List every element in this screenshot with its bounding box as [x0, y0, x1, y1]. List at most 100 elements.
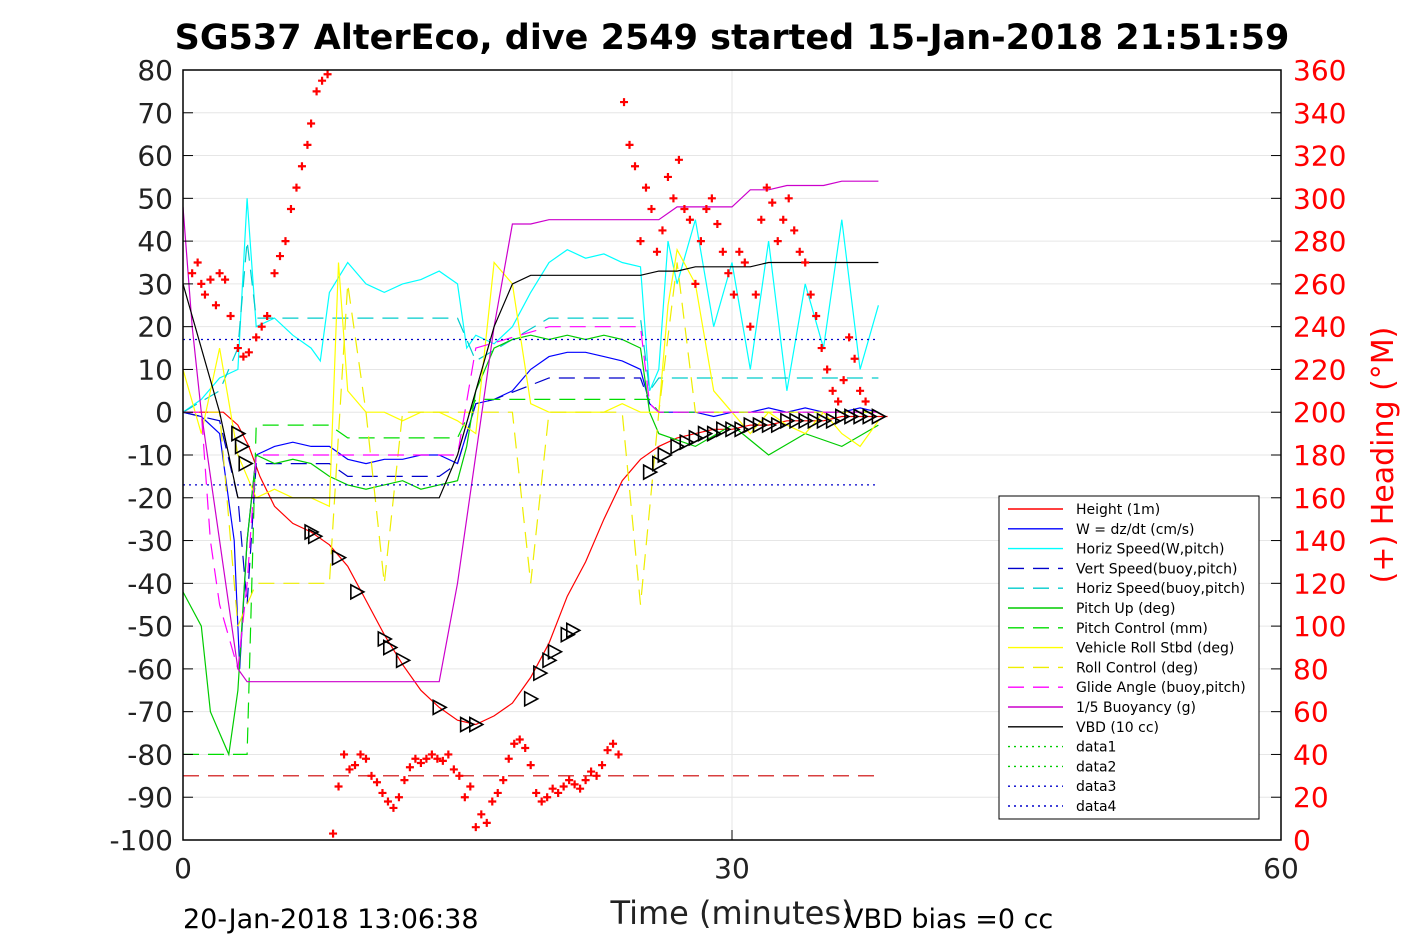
depth-marker	[657, 446, 673, 464]
y-tick-label: 20	[137, 311, 173, 344]
depth-marker	[238, 455, 254, 472]
legend-label: data2	[1076, 759, 1116, 775]
depth-marker	[234, 438, 251, 455]
right-tick-label: 280	[1293, 225, 1346, 258]
right-tick-label: 200	[1293, 396, 1346, 429]
depth-marker	[350, 583, 366, 601]
y-tick-label: -60	[127, 653, 173, 686]
right-tick-label: 180	[1293, 439, 1346, 472]
depth-marker	[523, 690, 540, 708]
heading-point	[625, 140, 634, 149]
heading-point	[221, 275, 230, 284]
depth-marker	[844, 408, 860, 425]
legend-label: Horiz Speed(buoy,pitch)	[1076, 581, 1245, 597]
depth-marker	[307, 527, 324, 545]
heading-point	[292, 183, 301, 192]
depth-marker	[547, 643, 564, 661]
heading-point	[663, 172, 672, 181]
y-tick-label: -20	[127, 482, 173, 515]
depth-marker	[835, 408, 851, 425]
heading-point	[707, 194, 716, 203]
heading-point	[614, 750, 623, 759]
heading-point	[817, 344, 826, 353]
heading-point	[559, 782, 568, 791]
heading-point	[438, 756, 447, 765]
heading-point	[592, 771, 601, 780]
heading-point	[378, 788, 387, 797]
heading-point	[400, 776, 409, 785]
y-tick-label: -40	[127, 567, 173, 600]
depth-marker	[565, 622, 582, 639]
depth-marker	[697, 425, 714, 442]
left-axis: 80 70 60 50 40 30 20 10 0 -10 -20 -30 -40 -50 -60 -70 -8…	[109, 54, 193, 857]
y-tick-label: 40	[137, 225, 173, 258]
x-tick-label: 30	[714, 852, 750, 885]
heading-point	[433, 754, 442, 763]
legend-label: Vehicle Roll Stbd (deg)	[1076, 641, 1234, 657]
series-line-pitch_ctl	[183, 398, 879, 756]
depth-marker	[231, 425, 247, 442]
heading-point	[609, 739, 618, 748]
heading-point	[685, 215, 694, 224]
heading-point	[603, 746, 612, 755]
heading-point	[323, 70, 332, 79]
heading-point	[757, 215, 766, 224]
heading-point	[206, 275, 215, 284]
heading-point	[200, 290, 209, 299]
heading-point	[724, 269, 733, 278]
depth-marker	[825, 412, 842, 430]
legend-label: W = dz/dt (cm/s)	[1076, 522, 1195, 538]
heading-point	[845, 333, 854, 342]
heading-point	[784, 194, 793, 203]
heading-point	[312, 87, 321, 96]
heading-point	[828, 386, 837, 395]
depth-marker	[816, 412, 833, 430]
x-axis-label: Time (minutes)	[610, 894, 854, 932]
heading-point	[839, 376, 848, 385]
heading-point	[795, 247, 804, 256]
right-tick-label: 360	[1293, 54, 1346, 87]
heading-point	[233, 344, 242, 353]
heading-point	[554, 788, 563, 797]
y-tick-label: 0	[155, 396, 173, 429]
heading-point	[696, 237, 705, 246]
heading-point	[647, 205, 656, 214]
depth-marker	[542, 651, 558, 669]
depth-marker	[688, 429, 705, 447]
heading-point	[244, 348, 253, 357]
heading-point	[532, 788, 541, 797]
heading-point	[548, 784, 557, 793]
legend-label: data3	[1076, 779, 1116, 795]
heading-point	[641, 183, 650, 192]
right-axis: 3603403203002802602402202001801601401201…	[1271, 54, 1346, 857]
depth-marker	[780, 412, 796, 430]
heading-point	[570, 780, 579, 789]
heading-point	[482, 818, 491, 827]
heading-point	[197, 279, 206, 288]
depth-marker	[706, 425, 723, 442]
heading-point	[576, 784, 585, 793]
depth-marker	[382, 639, 399, 656]
heading-point	[239, 352, 248, 361]
heading-point	[362, 754, 370, 763]
heading-point	[307, 119, 316, 128]
footer-vbd-bias: VBD bias =0 cc	[845, 904, 1053, 935]
depth-marker	[652, 455, 668, 472]
heading-point	[226, 311, 235, 320]
heading-point	[389, 803, 398, 812]
heading-point	[329, 829, 338, 838]
heading-point	[636, 237, 645, 246]
depth-marker	[432, 699, 448, 716]
depth-marker	[752, 416, 769, 434]
depth-marker	[304, 523, 320, 541]
heading-point	[252, 333, 261, 342]
heading-point	[861, 397, 870, 406]
heading-point	[680, 205, 689, 214]
right-tick-label: 0	[1293, 824, 1311, 857]
heading-point	[718, 247, 727, 256]
right-tick-label: 300	[1293, 182, 1346, 215]
y-tick-label: 60	[137, 140, 173, 173]
heading-point	[422, 754, 431, 763]
heading-point	[768, 198, 777, 207]
legend-label: VBD (10 cc)	[1076, 720, 1159, 736]
